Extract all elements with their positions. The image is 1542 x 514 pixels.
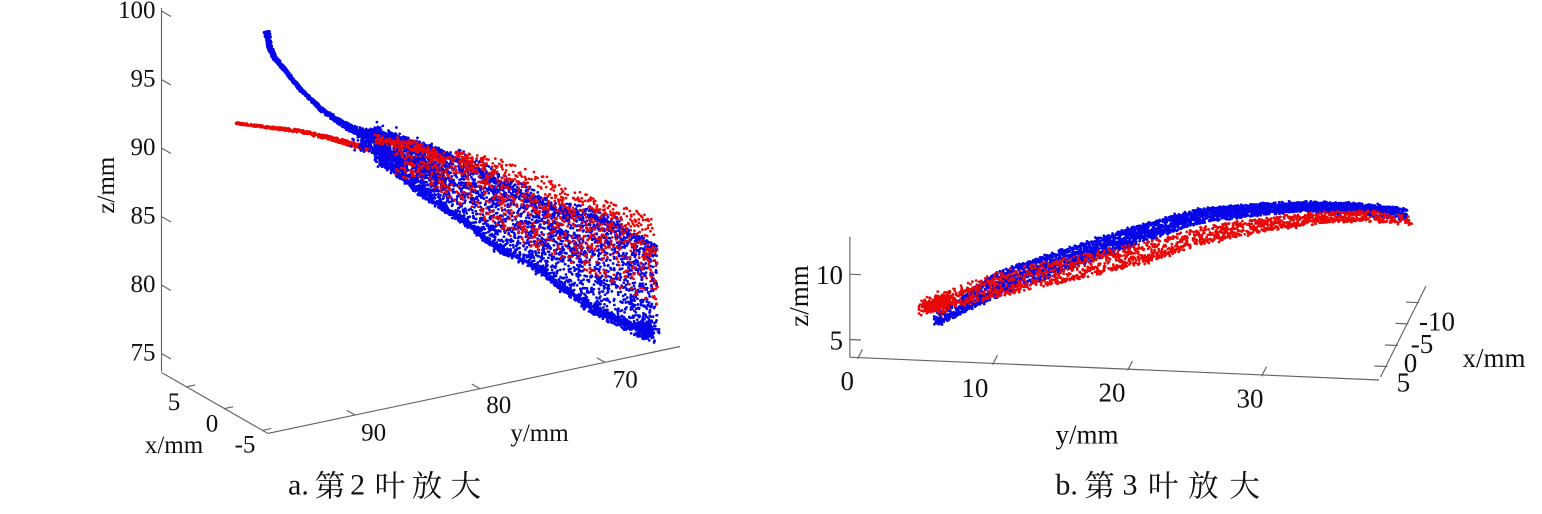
svg-text:3: 3 <box>1123 469 1138 502</box>
svg-text:0: 0 <box>1404 348 1418 378</box>
svg-text:a.: a. <box>288 469 309 502</box>
svg-text:y/mm: y/mm <box>510 420 569 447</box>
svg-text:-10: -10 <box>1419 307 1455 337</box>
svg-text:y/mm: y/mm <box>1055 420 1118 450</box>
svg-text:2: 2 <box>350 469 365 502</box>
svg-text:x/mm: x/mm <box>1462 343 1525 373</box>
svg-text:0: 0 <box>840 366 854 396</box>
svg-text:70: 70 <box>613 366 638 393</box>
svg-text:80: 80 <box>486 392 511 419</box>
svg-text:x/mm: x/mm <box>145 432 204 459</box>
svg-text:90: 90 <box>131 134 156 161</box>
svg-text:95: 95 <box>131 65 156 92</box>
svg-text:10: 10 <box>816 260 843 290</box>
svg-text:90: 90 <box>361 419 386 446</box>
svg-text:85: 85 <box>131 202 156 229</box>
svg-text:0: 0 <box>206 410 219 437</box>
svg-text:-5: -5 <box>1411 329 1434 359</box>
svg-text:75: 75 <box>131 339 156 366</box>
svg-text:b.: b. <box>1055 469 1078 502</box>
svg-text:30: 30 <box>1237 384 1264 414</box>
svg-text:20: 20 <box>1099 378 1126 408</box>
svg-text:5: 5 <box>830 325 844 355</box>
svg-text:z/mm: z/mm <box>93 156 120 213</box>
svg-text:80: 80 <box>131 271 156 298</box>
svg-text:5: 5 <box>168 389 181 416</box>
svg-text:100: 100 <box>118 0 156 24</box>
svg-text:5: 5 <box>1397 368 1411 398</box>
svg-text:-5: -5 <box>235 431 256 458</box>
svg-text:z/mm: z/mm <box>784 265 814 327</box>
svg-text:10: 10 <box>961 373 988 403</box>
